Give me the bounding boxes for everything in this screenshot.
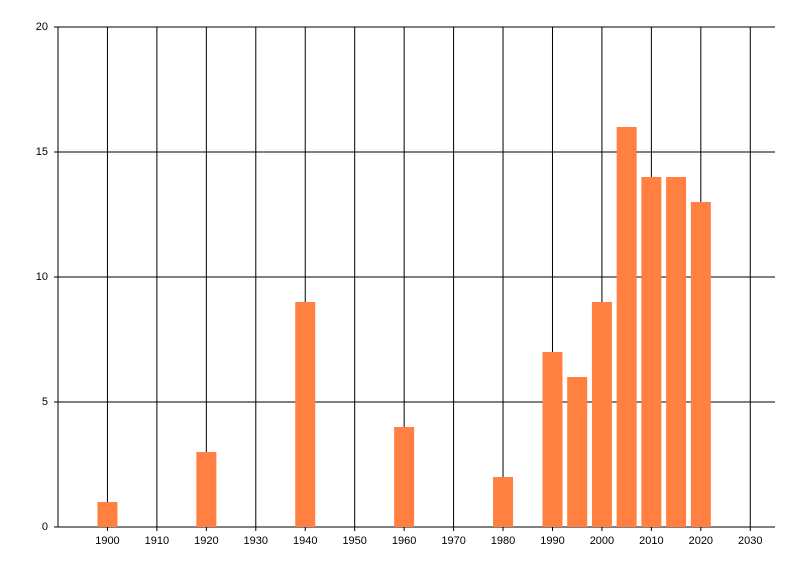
x-tick-label: 1930 <box>244 535 268 547</box>
x-tick-label: 2010 <box>639 535 663 547</box>
bar <box>295 302 316 527</box>
x-tick-label: 2030 <box>738 535 762 547</box>
bar <box>97 502 118 527</box>
x-tick-label: 1920 <box>194 535 218 547</box>
x-tick-label: 1970 <box>441 535 465 547</box>
x-tick-label: 1980 <box>491 535 515 547</box>
y-tick-label: 0 <box>42 521 48 533</box>
bar <box>394 427 415 527</box>
x-tick-label: 1940 <box>293 535 317 547</box>
bar <box>196 452 217 527</box>
bar <box>542 352 563 527</box>
y-tick-label: 5 <box>42 396 48 408</box>
x-tick-label: 2000 <box>590 535 614 547</box>
bar <box>690 202 711 527</box>
bar <box>567 377 588 527</box>
x-tick-label: 1910 <box>145 535 169 547</box>
bar <box>616 127 637 527</box>
bar <box>666 177 687 527</box>
x-tick-label: 1900 <box>95 535 119 547</box>
x-tick-label: 2020 <box>689 535 713 547</box>
bar <box>641 177 662 527</box>
y-tick-label: 10 <box>36 271 48 283</box>
bar <box>591 302 612 527</box>
y-tick-label: 20 <box>36 21 48 33</box>
y-tick-label: 15 <box>36 146 48 158</box>
x-tick-label: 1960 <box>392 535 416 547</box>
bar <box>493 477 514 527</box>
x-tick-label: 1990 <box>540 535 564 547</box>
x-tick-label: 1950 <box>342 535 366 547</box>
